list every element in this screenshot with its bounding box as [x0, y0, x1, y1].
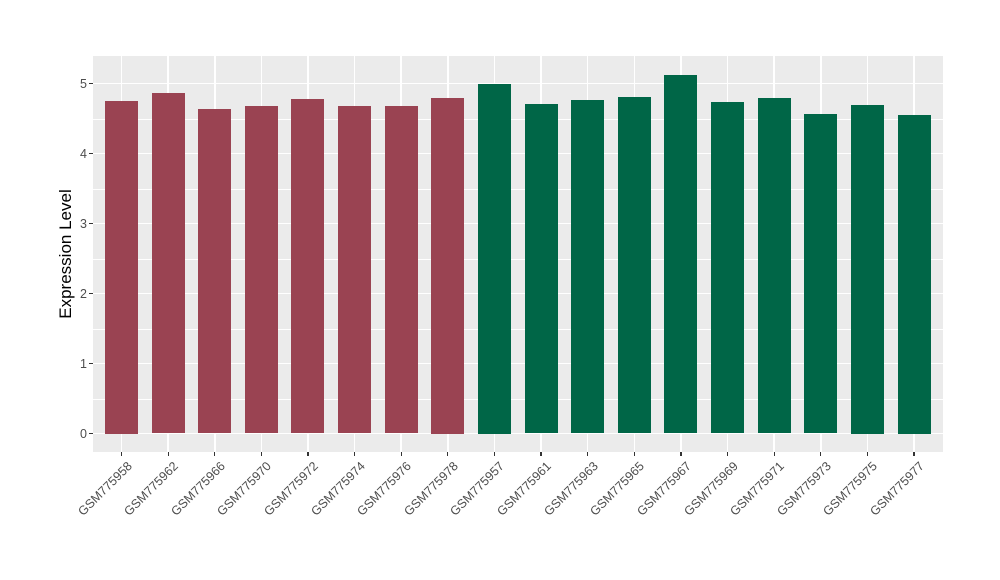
y-tick-mark	[89, 152, 93, 155]
y-major-gridline	[93, 222, 943, 225]
bar	[571, 99, 605, 434]
y-tick-label: 2	[80, 286, 87, 301]
y-tick-label: 4	[80, 146, 87, 161]
x-tick-mark	[866, 452, 868, 456]
x-tick-mark	[214, 452, 216, 456]
x-tick-mark	[680, 452, 682, 456]
y-tick-label: 5	[80, 76, 87, 91]
y-tick-mark	[89, 82, 93, 85]
x-tick-mark	[773, 452, 775, 456]
y-tick-label: 3	[80, 216, 87, 231]
plot-panel	[93, 56, 943, 452]
bar	[198, 109, 232, 434]
y-tick-mark	[89, 292, 93, 295]
x-tick-mark	[913, 452, 915, 456]
y-minor-gridline	[93, 188, 943, 190]
bar	[431, 97, 465, 434]
x-tick-mark	[540, 452, 542, 456]
y-tick-label: 0	[80, 426, 87, 441]
y-minor-gridline	[93, 118, 943, 120]
y-tick-mark	[89, 432, 93, 435]
x-tick-mark	[120, 452, 123, 456]
y-major-gridline	[93, 292, 943, 295]
bar	[384, 105, 418, 434]
bar	[244, 105, 278, 434]
x-tick-mark	[260, 452, 262, 456]
bar	[477, 83, 511, 434]
y-major-gridline	[93, 82, 943, 85]
x-tick-mark	[354, 452, 356, 456]
bar	[664, 75, 698, 434]
bar	[897, 115, 931, 434]
bar	[524, 103, 558, 434]
y-tick-mark	[89, 362, 93, 365]
y-major-gridline	[93, 432, 943, 435]
x-tick-mark	[447, 452, 449, 456]
y-tick-label: 1	[80, 356, 87, 371]
bar	[151, 93, 185, 434]
y-minor-gridline	[93, 328, 943, 330]
bar	[105, 101, 138, 434]
bar	[338, 105, 372, 434]
bar	[804, 114, 838, 434]
bar	[850, 104, 884, 434]
bar	[711, 101, 745, 434]
x-tick-mark	[726, 452, 729, 456]
bar	[757, 98, 791, 434]
x-tick-mark	[633, 452, 635, 456]
x-tick-mark	[493, 452, 496, 456]
y-major-gridline	[93, 362, 943, 365]
x-tick-mark	[587, 452, 589, 456]
y-axis-title: Expression Level	[56, 189, 75, 319]
x-tick-mark	[820, 452, 822, 456]
x-tick-mark	[307, 452, 309, 456]
y-minor-gridline	[93, 258, 943, 260]
y-minor-gridline	[93, 398, 943, 400]
bar	[291, 98, 325, 434]
x-tick-label: GSM775977	[867, 459, 927, 519]
x-tick-mark	[167, 452, 169, 456]
bar	[617, 96, 651, 434]
x-tick-mark	[400, 452, 402, 456]
y-major-gridline	[93, 152, 943, 155]
y-tick-mark	[89, 222, 93, 225]
